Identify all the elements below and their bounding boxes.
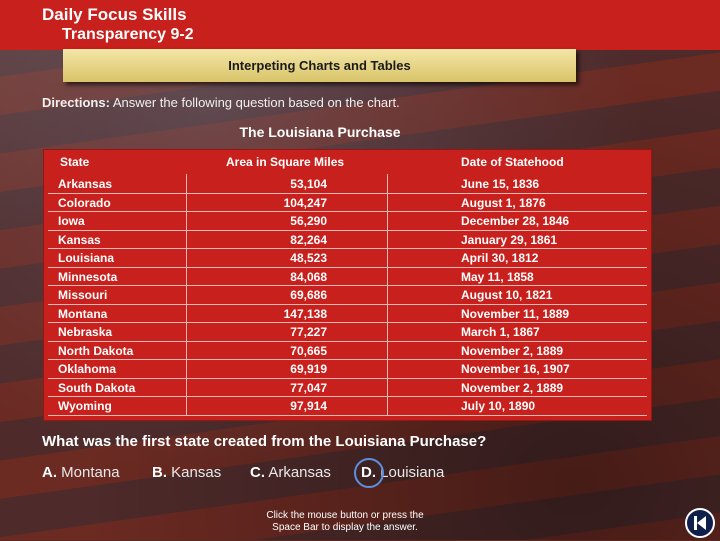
row-divider [48,359,647,360]
row-divider [48,414,647,416]
table-row: Missouri 69,686 August 10, 1821 [44,286,651,305]
cell-date: November 11, 1889 [461,306,570,321]
row-divider [48,266,647,268]
cell-date: December 28, 1846 [461,214,570,228]
row-divider [48,248,647,249]
return-icon[interactable] [685,508,715,538]
footer-line-2: Space Bar to display the answer. [272,522,418,533]
choice-a-text: Montana [61,464,120,481]
table-row: Louisiana 48,523 April 30, 1812 [44,249,651,268]
cell-date: March 1, 1867 [461,325,540,339]
directions-text: Answer the following question based on t… [112,95,400,110]
row-divider [48,396,647,397]
table-header: State Area in Square Miles Date of State… [44,150,651,174]
cell-state: North Dakota [58,343,134,358]
cell-area: 77,047 [290,380,327,395]
cell-date: November 2, 1889 [461,380,564,395]
cell-state: Missouri [58,288,108,302]
table-row: Minnesota 84,068 May 11, 1858 [44,268,651,286]
cell-state: Wyoming [58,399,112,413]
cell-area: 69,919 [290,362,327,376]
cell-date: November 16, 1907 [461,362,570,376]
table-row: Iowa 56,290 December 28, 1846 [44,212,651,231]
table-row: Nebraska 77,227 March 1, 1867 [44,323,651,342]
row-divider [48,340,647,342]
column-header-date: Date of Statehood [461,155,564,169]
choice-b-letter: B. [152,464,167,481]
row-divider [48,192,647,194]
cell-date: January 29, 1861 [461,232,558,247]
cell-area: 104,247 [283,195,327,210]
table-row: South Dakota 77,047 November 2, 1889 [44,379,651,397]
directions: Directions: Answer the following questio… [42,95,400,110]
choice-c-text: Arkansas [268,464,331,481]
row-divider [48,322,647,323]
question-text: What was the first state created from th… [42,433,487,450]
row-divider [48,377,647,379]
column-divider [186,174,187,416]
cell-state: Kansas [58,232,101,247]
cell-date: June 15, 1836 [461,177,540,191]
directions-label: Directions: [42,95,110,110]
column-divider [387,174,388,416]
cell-state: Iowa [58,214,85,228]
title-bar: Daily Focus Skills Transparency 9-2 [0,0,720,50]
cell-state: Arkansas [58,177,113,191]
banner-label: Interpeting Charts and Tables [228,58,411,73]
cell-area: 53,104 [290,177,327,191]
cell-area: 69,686 [290,288,327,302]
choice-d-text: Louisiana [380,464,445,481]
column-header-area: Area in Square Miles [226,155,345,169]
cell-area: 70,665 [290,343,327,358]
answer-highlight-circle [354,458,384,488]
footer-line-1: Click the mouse button or press the [266,510,424,521]
row-divider [48,285,647,286]
table-row: North Dakota 70,665 November 2, 1889 [44,342,651,360]
cell-date: July 10, 1890 [461,399,536,413]
table-row: Oklahoma 69,919 November 16, 1907 [44,360,651,379]
choice-b[interactable]: B. Kansas [152,464,221,481]
choice-c-letter: C. [250,464,265,481]
footer-instructions: Click the mouse button or press the Spac… [240,510,450,534]
cell-state: Oklahoma [58,362,117,376]
title-line-2: Transparency 9-2 [62,26,194,43]
choice-a-letter: A. [42,464,57,481]
cell-date: May 11, 1858 [461,269,534,284]
row-divider [48,211,647,212]
cell-area: 147,138 [283,306,327,321]
cell-area: 97,914 [290,399,327,413]
choice-b-text: Kansas [171,464,222,481]
cell-area: 77,227 [290,325,327,339]
cell-area: 48,523 [290,251,327,265]
cell-state: Louisiana [58,251,115,265]
section-banner: Interpeting Charts and Tables [63,49,576,82]
cell-date: August 10, 1821 [461,288,553,302]
row-divider [48,303,647,305]
cell-state: Minnesota [58,269,118,284]
title-line-1: Daily Focus Skills [42,5,187,24]
cell-state: Montana [58,306,108,321]
column-header-state: State [60,155,90,169]
table-row: Colorado 104,247 August 1, 1876 [44,194,651,212]
return-icon-glyph [694,516,706,530]
cell-area: 82,264 [290,232,327,247]
choice-c[interactable]: C. Arkansas [250,464,331,481]
table-row: Wyoming 97,914 July 10, 1890 [44,397,651,416]
table-row: Montana 147,138 November 11, 1889 [44,305,651,323]
cell-state: Colorado [58,195,111,210]
row-divider [48,229,647,231]
cell-date: April 30, 1812 [461,251,539,265]
cell-area: 56,290 [290,214,327,228]
table-title: The Louisiana Purchase [239,124,401,140]
cell-state: South Dakota [58,380,136,395]
cell-date: November 2, 1889 [461,343,564,358]
table-row: Arkansas 53,104 June 15, 1836 [44,175,651,194]
cell-area: 84,068 [290,269,327,284]
data-table: State Area in Square Miles Date of State… [43,149,652,421]
cell-date: August 1, 1876 [461,195,546,210]
choice-a[interactable]: A. Montana [42,464,120,481]
cell-state: Nebraska [58,325,113,339]
table-row: Kansas 82,264 January 29, 1861 [44,231,651,249]
